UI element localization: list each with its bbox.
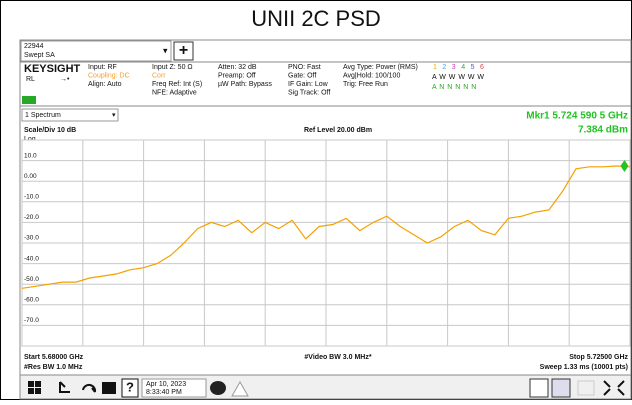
y-tick-label: -40.0	[24, 255, 39, 262]
redo-button[interactable]	[82, 383, 97, 393]
y-tick-label: -50.0	[24, 276, 39, 283]
ref-level: Ref Level 20.00 dBm	[304, 127, 372, 134]
clock	[141, 378, 207, 398]
trace-number: 3	[452, 64, 456, 71]
trace	[21, 165, 631, 289]
mode: Swept SA	[24, 52, 55, 59]
scale: Scale/Div 10 dB	[24, 127, 76, 134]
stop-freq: Stop 5.72500 GHz	[569, 354, 628, 361]
marker-value: 7.384 dBm	[578, 125, 628, 136]
add-button[interactable]	[173, 41, 194, 61]
setting: Input Z: 50 Ω	[152, 64, 193, 71]
setting: NFE: Adaptive	[152, 89, 197, 96]
time: 8:33:40 PM	[146, 389, 182, 396]
video-bw: #Video BW 3.0 MHz*	[304, 354, 371, 361]
fullscreen-button[interactable]	[603, 380, 625, 396]
setting: Input: RF	[88, 64, 117, 71]
chat-button[interactable]	[210, 381, 226, 395]
rl-arrow: →•	[60, 76, 70, 83]
marker-label: Mkr1 5.724 590 5 GHz	[526, 111, 628, 122]
help-button[interactable]	[121, 378, 139, 398]
help-icon: ?	[126, 379, 134, 394]
setting: µW Path: Bypass	[218, 81, 272, 88]
setting: IF Gain: Low	[288, 81, 329, 88]
folder-button[interactable]	[102, 382, 116, 394]
setting: Avg|Hold: 100/100	[343, 72, 400, 79]
window-label: 1 Spectrum	[25, 112, 61, 119]
setting: Gate: Off	[288, 72, 316, 79]
start-freq: Start 5.68000 GHz	[24, 354, 84, 361]
y-tick-label: 10.0	[24, 152, 37, 159]
brand: KEYSIGHT	[24, 63, 81, 75]
windows-button[interactable]	[28, 381, 41, 394]
y-tick-label: -60.0	[24, 297, 39, 304]
y-tick-label: -10.0	[24, 194, 39, 201]
setting: PNO: Fast	[288, 64, 321, 71]
setting: Freq Ref: Int (S)	[152, 81, 202, 88]
instance: 22944	[24, 43, 44, 50]
rl: RL	[26, 76, 35, 83]
keypad-button[interactable]	[529, 378, 549, 398]
sweep: Sweep 1.33 ms (10001 pts)	[540, 364, 628, 371]
log: Log	[24, 136, 36, 143]
dropdown-arrow: ▾	[112, 112, 116, 119]
setting: Trig: Free Run	[343, 81, 388, 88]
setting: Corr	[152, 72, 166, 79]
dropdown-arrow: ▾	[163, 45, 168, 55]
res-bw: #Res BW 1.0 MHz	[24, 364, 83, 371]
trace-number: 5	[471, 64, 475, 71]
title: UNII 2C PSD	[251, 6, 381, 31]
y-tick-label: 0.00	[24, 173, 37, 180]
trace-types: A W W W W W	[432, 74, 485, 81]
setting: Align: Auto	[88, 81, 122, 88]
trace-detectors: A N N N N N	[432, 84, 477, 91]
trace-number: 1	[433, 64, 437, 71]
status-indicator	[22, 96, 36, 104]
trace-number: 2	[442, 64, 446, 71]
layout-button[interactable]	[577, 380, 595, 396]
y-tick-label: -30.0	[24, 235, 39, 242]
trace-number: 6	[480, 64, 484, 71]
window-select[interactable]	[21, 108, 119, 122]
setting: Coupling: DC	[88, 72, 130, 79]
setting: Atten: 32 dB	[218, 64, 257, 71]
marker	[620, 159, 629, 172]
mode-box[interactable]	[20, 40, 172, 62]
setting: Preamp: Off	[218, 72, 256, 79]
trace-number: 4	[461, 64, 465, 71]
touch-button[interactable]	[551, 378, 571, 398]
setting: Sig Track: Off	[288, 89, 330, 96]
undo-button[interactable]	[59, 381, 70, 393]
add-label: +	[179, 42, 188, 59]
alert-icon[interactable]	[231, 380, 249, 397]
date: Apr 10, 2023	[146, 381, 186, 388]
setting: Avg Type: Power (RMS)	[343, 64, 418, 71]
y-tick-label: -70.0	[24, 317, 39, 324]
y-tick-label: -20.0	[24, 214, 39, 221]
